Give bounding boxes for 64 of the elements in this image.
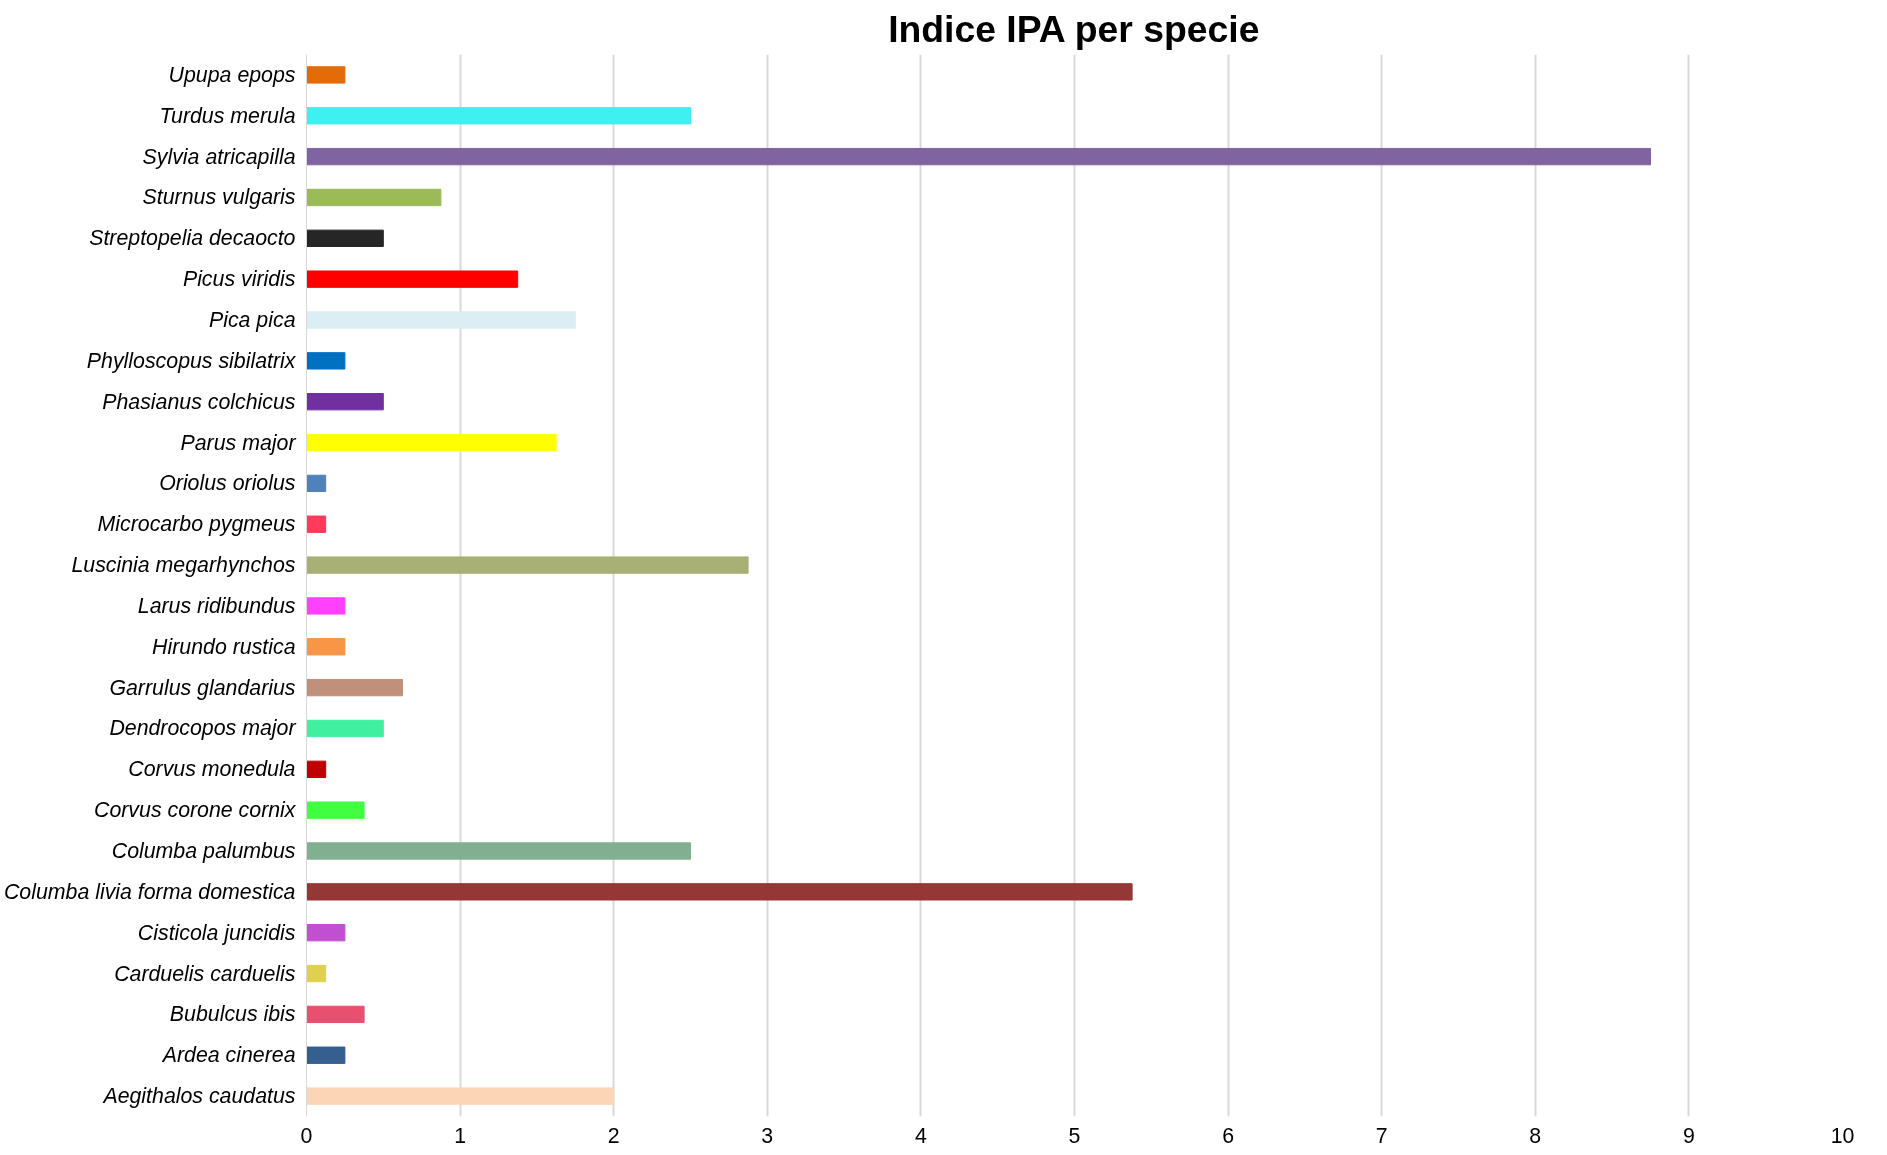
bar xyxy=(306,1087,615,1105)
bar xyxy=(306,352,346,370)
y-tick-label: Picus viridis xyxy=(182,267,296,292)
y-tick-label: Streptopelia decaocto xyxy=(89,226,296,251)
bar xyxy=(306,393,384,411)
y-tick-label: Phasianus colchicus xyxy=(102,389,296,414)
bar xyxy=(306,147,1651,166)
y-tick-label: Larus ridibundus xyxy=(137,593,296,618)
y-tick-label: Sylvia atricapilla xyxy=(142,144,296,169)
x-tick-label: 2 xyxy=(607,1123,620,1148)
y-tick-label: Columba palumbus xyxy=(111,839,296,863)
x-tick-label: 1 xyxy=(454,1123,467,1148)
bar xyxy=(306,678,403,697)
bar xyxy=(306,474,327,493)
x-tick-label: 8 xyxy=(1529,1123,1542,1148)
bar xyxy=(306,801,365,819)
y-tick-label: Sturnus vulgaris xyxy=(142,185,296,210)
x-tick-label: 9 xyxy=(1682,1123,1695,1148)
y-tick-label: Parus major xyxy=(180,430,297,455)
x-tick-label: 6 xyxy=(1222,1123,1235,1148)
y-tick-label: Phylloscopus sibilatrix xyxy=(86,348,297,373)
y-tick-label: Turdus merula xyxy=(159,103,296,128)
bar xyxy=(306,924,346,942)
x-tick-label: 10 xyxy=(1830,1123,1855,1148)
bar xyxy=(306,515,327,533)
bar xyxy=(306,270,519,288)
bar xyxy=(306,311,576,329)
y-tick-label: Upupa epops xyxy=(168,62,296,87)
chart-title: Indice IPA per specie xyxy=(888,7,1260,50)
y-tick-label: Aegithalos caudatus xyxy=(101,1084,296,1109)
bar xyxy=(306,433,557,452)
y-tick-label: Pica pica xyxy=(208,308,296,332)
y-tick-label: Hirundo rustica xyxy=(152,634,296,659)
bar xyxy=(306,66,346,84)
y-tick-label: Cisticola juncidis xyxy=(137,920,296,945)
y-tick-label: Corvus monedula xyxy=(128,757,296,782)
bar xyxy=(306,719,384,738)
bar xyxy=(306,964,327,983)
y-tick-label: Ardea cinerea xyxy=(160,1043,296,1068)
y-tick-label: Columba livia forma domestica xyxy=(3,879,296,904)
bar xyxy=(306,188,442,207)
x-tick-label: 7 xyxy=(1375,1123,1388,1148)
x-tick-label: 5 xyxy=(1068,1123,1081,1148)
bar xyxy=(306,883,1133,901)
bar xyxy=(306,760,327,778)
y-tick-label: Carduelis carduelis xyxy=(114,961,296,986)
x-tick-label: 3 xyxy=(761,1123,774,1148)
y-tick-label: Oriolus oriolus xyxy=(159,471,296,496)
bar xyxy=(306,556,749,574)
y-tick-label: Dendrocopos major xyxy=(109,716,297,741)
bar xyxy=(306,1005,365,1024)
x-tick-label: 0 xyxy=(300,1123,313,1148)
y-tick-label: Garrulus glandarius xyxy=(109,675,296,700)
x-tick-label: 4 xyxy=(914,1123,927,1148)
y-tick-label: Microcarbo pygmeus xyxy=(97,512,296,537)
bar xyxy=(306,1046,346,1064)
y-tick-label: Corvus corone cornix xyxy=(93,798,297,823)
bar xyxy=(306,107,691,125)
bar xyxy=(306,842,691,860)
bar xyxy=(306,229,384,247)
y-tick-label: Bubulcus ibis xyxy=(169,1002,296,1027)
bar xyxy=(306,597,346,615)
y-tick-label: Luscinia megarhynchos xyxy=(71,553,296,578)
bar xyxy=(306,638,346,656)
